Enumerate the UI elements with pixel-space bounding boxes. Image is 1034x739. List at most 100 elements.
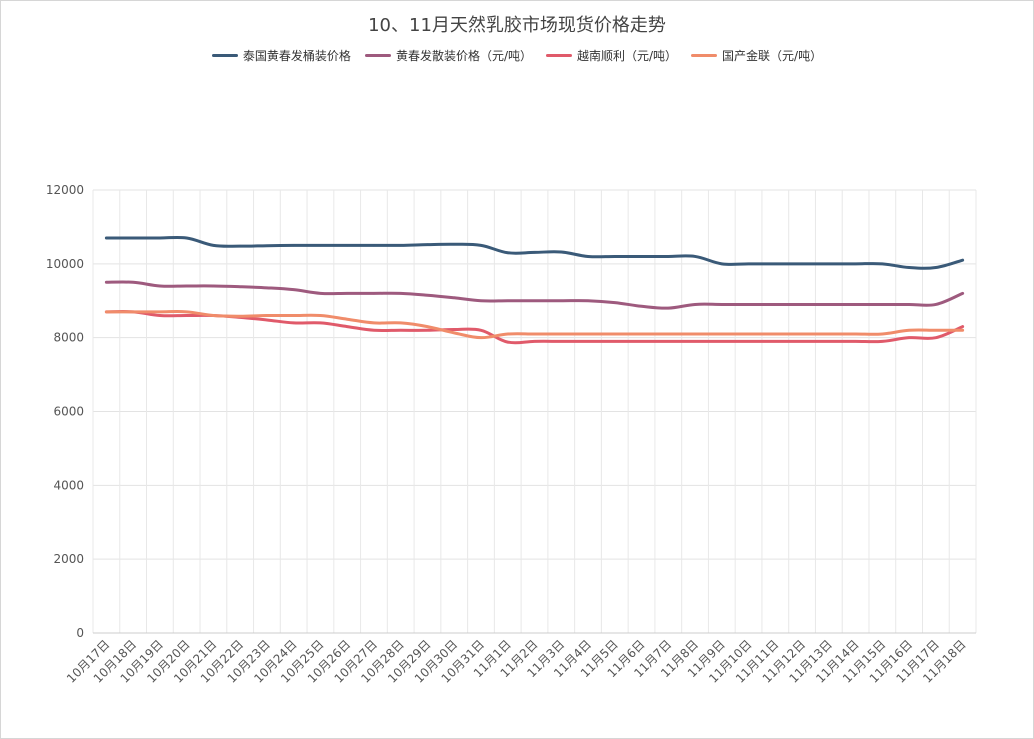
data-point — [345, 318, 349, 321]
data-point — [372, 292, 376, 295]
data-point — [720, 262, 724, 266]
data-point — [158, 284, 162, 288]
data-point — [453, 243, 456, 246]
data-point — [372, 329, 376, 332]
data-point — [720, 340, 724, 343]
data-point — [667, 306, 670, 310]
data-point — [453, 296, 456, 299]
data-point — [105, 281, 108, 284]
data-point — [854, 340, 857, 343]
data-point — [506, 251, 509, 254]
data-point — [185, 314, 188, 317]
legend-item-1[interactable]: 黄春发散装价格（元/吨） — [364, 47, 532, 64]
legend-swatch — [211, 54, 238, 57]
y-tick-label: 2000 — [53, 552, 84, 566]
data-point — [693, 303, 697, 306]
data-point — [800, 340, 804, 343]
data-point — [105, 310, 108, 314]
data-point — [426, 325, 429, 328]
data-point — [185, 236, 188, 240]
data-point — [961, 292, 964, 295]
legend-label: 黄春发散装价格（元/吨） — [395, 49, 532, 63]
data-point — [934, 266, 938, 269]
data-point — [667, 340, 670, 343]
data-point — [158, 310, 162, 314]
data-point — [131, 310, 135, 314]
y-tick-label: 4000 — [53, 478, 84, 492]
data-point — [265, 318, 269, 322]
data-point — [586, 340, 590, 343]
data-point — [506, 340, 509, 344]
data-point — [238, 244, 242, 248]
chart-title: 10、11月天然乳胶市场现货价格走势 — [368, 15, 666, 36]
data-point — [212, 314, 215, 317]
data-point — [319, 321, 322, 325]
data-point — [613, 255, 616, 258]
data-point — [961, 329, 964, 332]
data-point — [479, 244, 483, 247]
legend-label: 越南顺利（元/吨） — [576, 49, 678, 63]
data-point — [881, 332, 884, 336]
data-point — [881, 340, 884, 343]
data-point — [399, 244, 402, 247]
legend-label: 泰国黄春发桶装价格 — [242, 49, 351, 63]
legend-item-3[interactable]: 国产金联（元/吨） — [691, 47, 822, 64]
data-point — [774, 303, 777, 306]
data-point — [345, 325, 349, 328]
data-point — [881, 303, 884, 306]
data-point — [747, 340, 750, 343]
data-point — [479, 299, 483, 302]
data-point — [105, 236, 108, 240]
data-point — [774, 262, 777, 266]
chart-legend: 泰国黄春发桶装价格 黄春发散装价格（元/吨） 越南顺利（元/吨） 国产金联（元/吨） — [1, 47, 1033, 64]
y-tick-label: 10000 — [46, 257, 84, 271]
data-point — [854, 332, 857, 336]
data-point — [506, 332, 509, 336]
legend-swatch — [691, 54, 718, 57]
data-point — [319, 292, 322, 295]
legend-swatch — [364, 54, 391, 57]
data-point — [774, 332, 777, 336]
data-point — [586, 332, 590, 336]
data-point — [640, 255, 643, 258]
data-point — [426, 243, 429, 246]
series-line-1 — [104, 280, 965, 310]
data-point — [399, 329, 402, 332]
legend-item-0[interactable]: 泰国黄春发桶装价格 — [211, 47, 351, 64]
data-point — [292, 288, 295, 291]
data-point — [185, 284, 188, 288]
data-point — [720, 332, 724, 336]
data-point — [854, 303, 857, 306]
data-point — [881, 262, 884, 266]
data-point — [774, 340, 777, 343]
data-point — [693, 332, 697, 336]
data-point — [586, 299, 590, 302]
data-point — [800, 262, 804, 266]
data-point — [345, 244, 349, 247]
data-point — [426, 329, 429, 332]
legend-item-2[interactable]: 越南顺利（元/吨） — [545, 47, 678, 64]
data-point — [533, 340, 536, 343]
data-point — [720, 303, 724, 306]
data-point — [453, 331, 456, 335]
data-point — [292, 244, 295, 247]
data-point — [961, 258, 964, 262]
data-point — [747, 262, 750, 266]
y-tick-label: 0 — [76, 626, 84, 640]
data-point — [907, 303, 911, 306]
data-point — [827, 340, 831, 343]
data-point — [533, 299, 536, 302]
data-point — [453, 328, 456, 331]
data-point — [238, 315, 242, 318]
data-point — [345, 292, 349, 295]
data-point — [426, 294, 429, 297]
data-point — [800, 332, 804, 336]
data-point — [533, 332, 536, 336]
data-point — [613, 301, 616, 304]
data-point — [640, 332, 643, 336]
data-point — [827, 332, 831, 336]
data-point — [479, 336, 483, 339]
data-point — [827, 262, 831, 266]
